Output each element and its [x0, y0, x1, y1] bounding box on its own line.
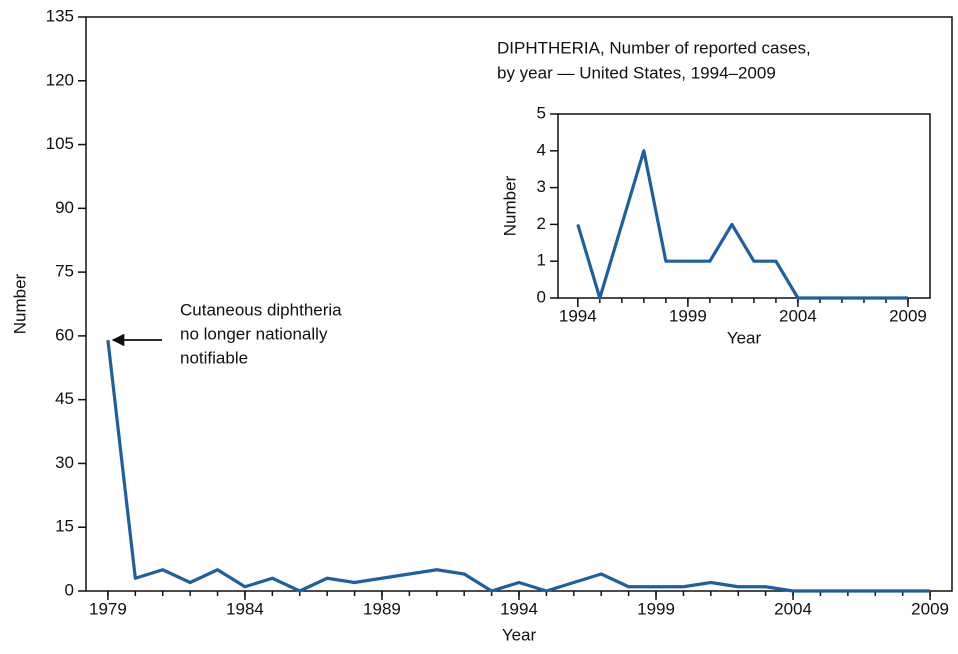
x-tick-label: 2009 — [911, 599, 949, 618]
y-tick-label: 90 — [55, 198, 74, 217]
x-axis-label: Year — [727, 328, 762, 347]
x-tick-label: 2004 — [774, 599, 812, 618]
y-tick-label: 2 — [537, 214, 546, 233]
y-tick-label: 0 — [537, 287, 546, 306]
x-tick-label: 1994 — [559, 306, 597, 325]
y-tick-label: 45 — [55, 389, 74, 408]
x-tick-label: 2004 — [779, 306, 817, 325]
y-tick-label: 75 — [55, 262, 74, 281]
annotation: Cutaneous diphtheria — [180, 300, 342, 319]
y-tick-label: 105 — [46, 134, 74, 153]
y-tick-label: 1 — [537, 251, 546, 270]
x-tick-label: 2009 — [889, 306, 927, 325]
y-tick-label: 30 — [55, 453, 74, 472]
y-tick-label: 15 — [55, 517, 74, 536]
y-tick-label: 5 — [537, 103, 546, 122]
inset-title: DIPHTHERIA, Number of reported cases, — [497, 38, 811, 57]
x-tick-label: 1999 — [669, 306, 707, 325]
y-tick-label: 120 — [46, 70, 74, 89]
data-line — [106, 339, 931, 593]
x-tick-label: 1999 — [637, 599, 675, 618]
annotation: notifiable — [180, 348, 248, 367]
y-tick-label: 0 — [65, 580, 74, 599]
inset-title: by year — United States, 1994–2009 — [497, 63, 776, 82]
y-axis-label: Number — [10, 273, 29, 334]
y-tick-label: 4 — [537, 140, 546, 159]
x-axis-label: Year — [502, 625, 537, 644]
plot-frame — [557, 113, 931, 299]
annotation: no longer nationally — [180, 324, 328, 343]
x-tick-label: 1994 — [500, 599, 538, 618]
y-axis-label: Number — [500, 175, 519, 236]
x-tick-label: 1989 — [363, 599, 401, 618]
data-line — [576, 149, 908, 300]
y-tick-label: 135 — [46, 6, 74, 25]
y-tick-label: 3 — [537, 177, 546, 196]
x-tick-label: 1984 — [226, 599, 264, 618]
x-tick-label: 1979 — [89, 599, 127, 618]
y-tick-label: 60 — [55, 325, 74, 344]
